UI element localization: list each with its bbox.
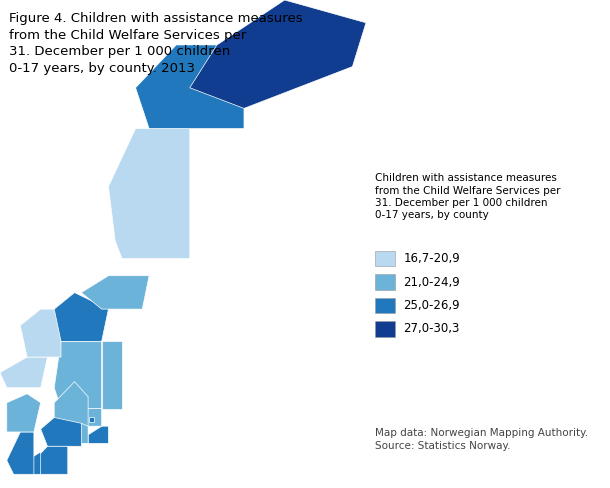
Polygon shape <box>20 452 41 474</box>
Polygon shape <box>34 447 68 474</box>
Polygon shape <box>7 394 41 432</box>
Text: Figure 4. Children with assistance measures
from the Child Welfare Services per
: Figure 4. Children with assistance measu… <box>9 12 303 75</box>
Polygon shape <box>7 432 34 474</box>
Polygon shape <box>54 382 88 426</box>
Polygon shape <box>54 293 109 341</box>
Polygon shape <box>90 417 93 422</box>
Text: 16,7-20,9: 16,7-20,9 <box>403 252 460 265</box>
Polygon shape <box>77 423 88 444</box>
Polygon shape <box>135 45 244 129</box>
Polygon shape <box>54 341 102 408</box>
Polygon shape <box>88 426 109 444</box>
Polygon shape <box>81 276 149 309</box>
Polygon shape <box>109 129 190 259</box>
Polygon shape <box>190 0 366 108</box>
Polygon shape <box>0 357 48 388</box>
Text: Children with assistance measures
from the Child Welfare Services per
31. Decemb: Children with assistance measures from t… <box>375 173 561 221</box>
Text: Map data: Norwegian Mapping Authority.
Source: Statistics Norway.: Map data: Norwegian Mapping Authority. S… <box>375 428 588 451</box>
Polygon shape <box>41 417 81 447</box>
Text: 27,0-30,3: 27,0-30,3 <box>403 323 459 335</box>
Polygon shape <box>20 309 61 357</box>
Text: 21,0-24,9: 21,0-24,9 <box>403 276 460 288</box>
Polygon shape <box>102 341 122 408</box>
Polygon shape <box>84 408 102 426</box>
Text: 25,0-26,9: 25,0-26,9 <box>403 299 460 312</box>
